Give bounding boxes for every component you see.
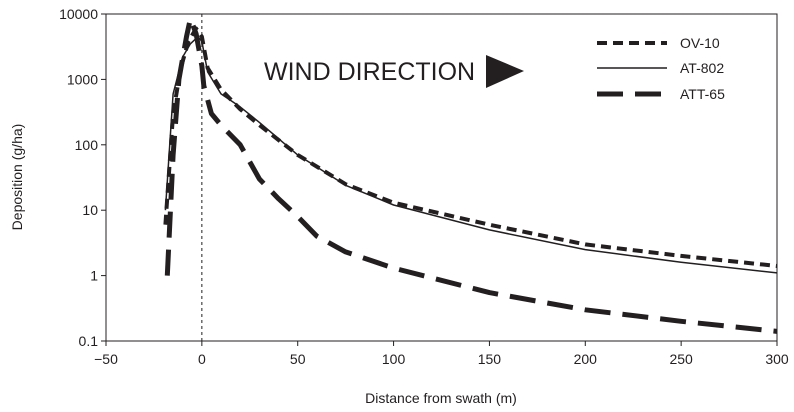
y-tick-label: 0.1 [79,333,99,349]
x-tick-label: 150 [478,351,502,367]
wind-direction-label: WIND DIRECTION [264,58,475,86]
series-line-att-65 [164,16,778,334]
y-tick-label: 1000 [67,71,98,87]
y-tick-label: 10000 [59,6,98,22]
x-tick-label: 50 [290,351,306,367]
series-line-at-802 [164,35,778,274]
x-tick-label: 0 [198,351,206,367]
x-tick-label: 300 [765,351,789,367]
x-axis-ticks: −50 0 50 100 150 200 250 300 [94,341,789,367]
legend: OV-10 AT-802 ATT-65 [597,35,725,102]
y-tick-label: 100 [75,137,99,153]
series-layer [163,16,778,334]
legend-label-ov-10: OV-10 [680,35,720,51]
x-axis-title: Distance from swath (m) [365,390,517,406]
y-axis-title: Deposition (g/ha) [9,124,25,231]
x-tick-label: 250 [669,351,693,367]
plot-frame [105,13,778,342]
wind-arrow-icon [486,55,524,88]
x-tick-label: 100 [382,351,406,367]
y-tick-label: 10 [82,202,98,218]
x-tick-label: −50 [94,351,118,367]
legend-label-att-65: ATT-65 [680,86,725,102]
y-tick-label: 1 [90,268,98,284]
legend-label-at-802: AT-802 [680,60,724,76]
x-tick-label: 200 [574,351,598,367]
y-axis-ticks: 0.1 1 10 100 1000 10000 [59,6,106,349]
